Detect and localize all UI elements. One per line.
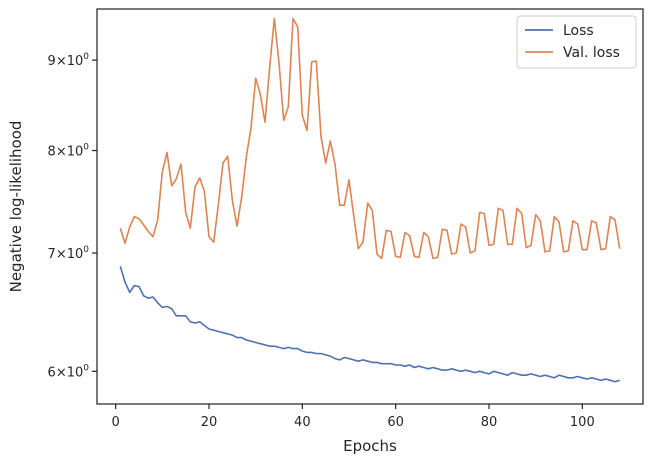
y-tick-exponent: 0 (83, 363, 89, 373)
series-line-val-loss (119, 17, 621, 260)
y-tick-ten: 10 (67, 365, 84, 380)
y-tick-multiply: × (56, 145, 67, 160)
y-axis-title: Negative log-likelihood (7, 121, 25, 293)
axes-frame (96, 8, 644, 405)
legend-label: Val. loss (563, 45, 620, 61)
y-tick-label: 6×100 (48, 363, 90, 380)
y-tick-base: 6 (48, 365, 56, 380)
y-tick-ten: 10 (67, 145, 84, 160)
y-tick-label: 9×100 (48, 52, 90, 69)
x-tick-label: 80 (481, 415, 498, 430)
y-tick-multiply: × (56, 247, 67, 262)
legend: Loss Val. loss (516, 15, 637, 69)
legend-label: Loss (563, 23, 594, 39)
series-line-loss (119, 266, 620, 383)
x-axis-title: Epochs (343, 437, 397, 455)
y-tick-label: 8×100 (48, 143, 90, 160)
y-tick-base: 7 (48, 247, 56, 262)
legend-box (516, 15, 637, 69)
x-tick-label: 0 (112, 415, 120, 430)
y-tick-exponent: 0 (83, 143, 89, 153)
x-tick-label: 40 (294, 415, 311, 430)
y-tick-multiply: × (56, 54, 67, 69)
y-tick-label: 7×100 (48, 245, 90, 262)
x-tick-label: 60 (387, 415, 404, 430)
y-tick-exponent: 0 (83, 245, 89, 255)
y-tick-ten: 10 (67, 54, 84, 69)
y-tick-base: 9 (48, 54, 56, 69)
y-tick-multiply: × (56, 365, 67, 380)
y-tick-ten: 10 (67, 247, 84, 262)
x-tick-label: 100 (570, 415, 595, 430)
x-tick-label: 20 (201, 415, 218, 430)
y-tick-exponent: 0 (83, 52, 89, 62)
series-layer (119, 17, 621, 383)
y-tick-base: 8 (48, 145, 56, 160)
